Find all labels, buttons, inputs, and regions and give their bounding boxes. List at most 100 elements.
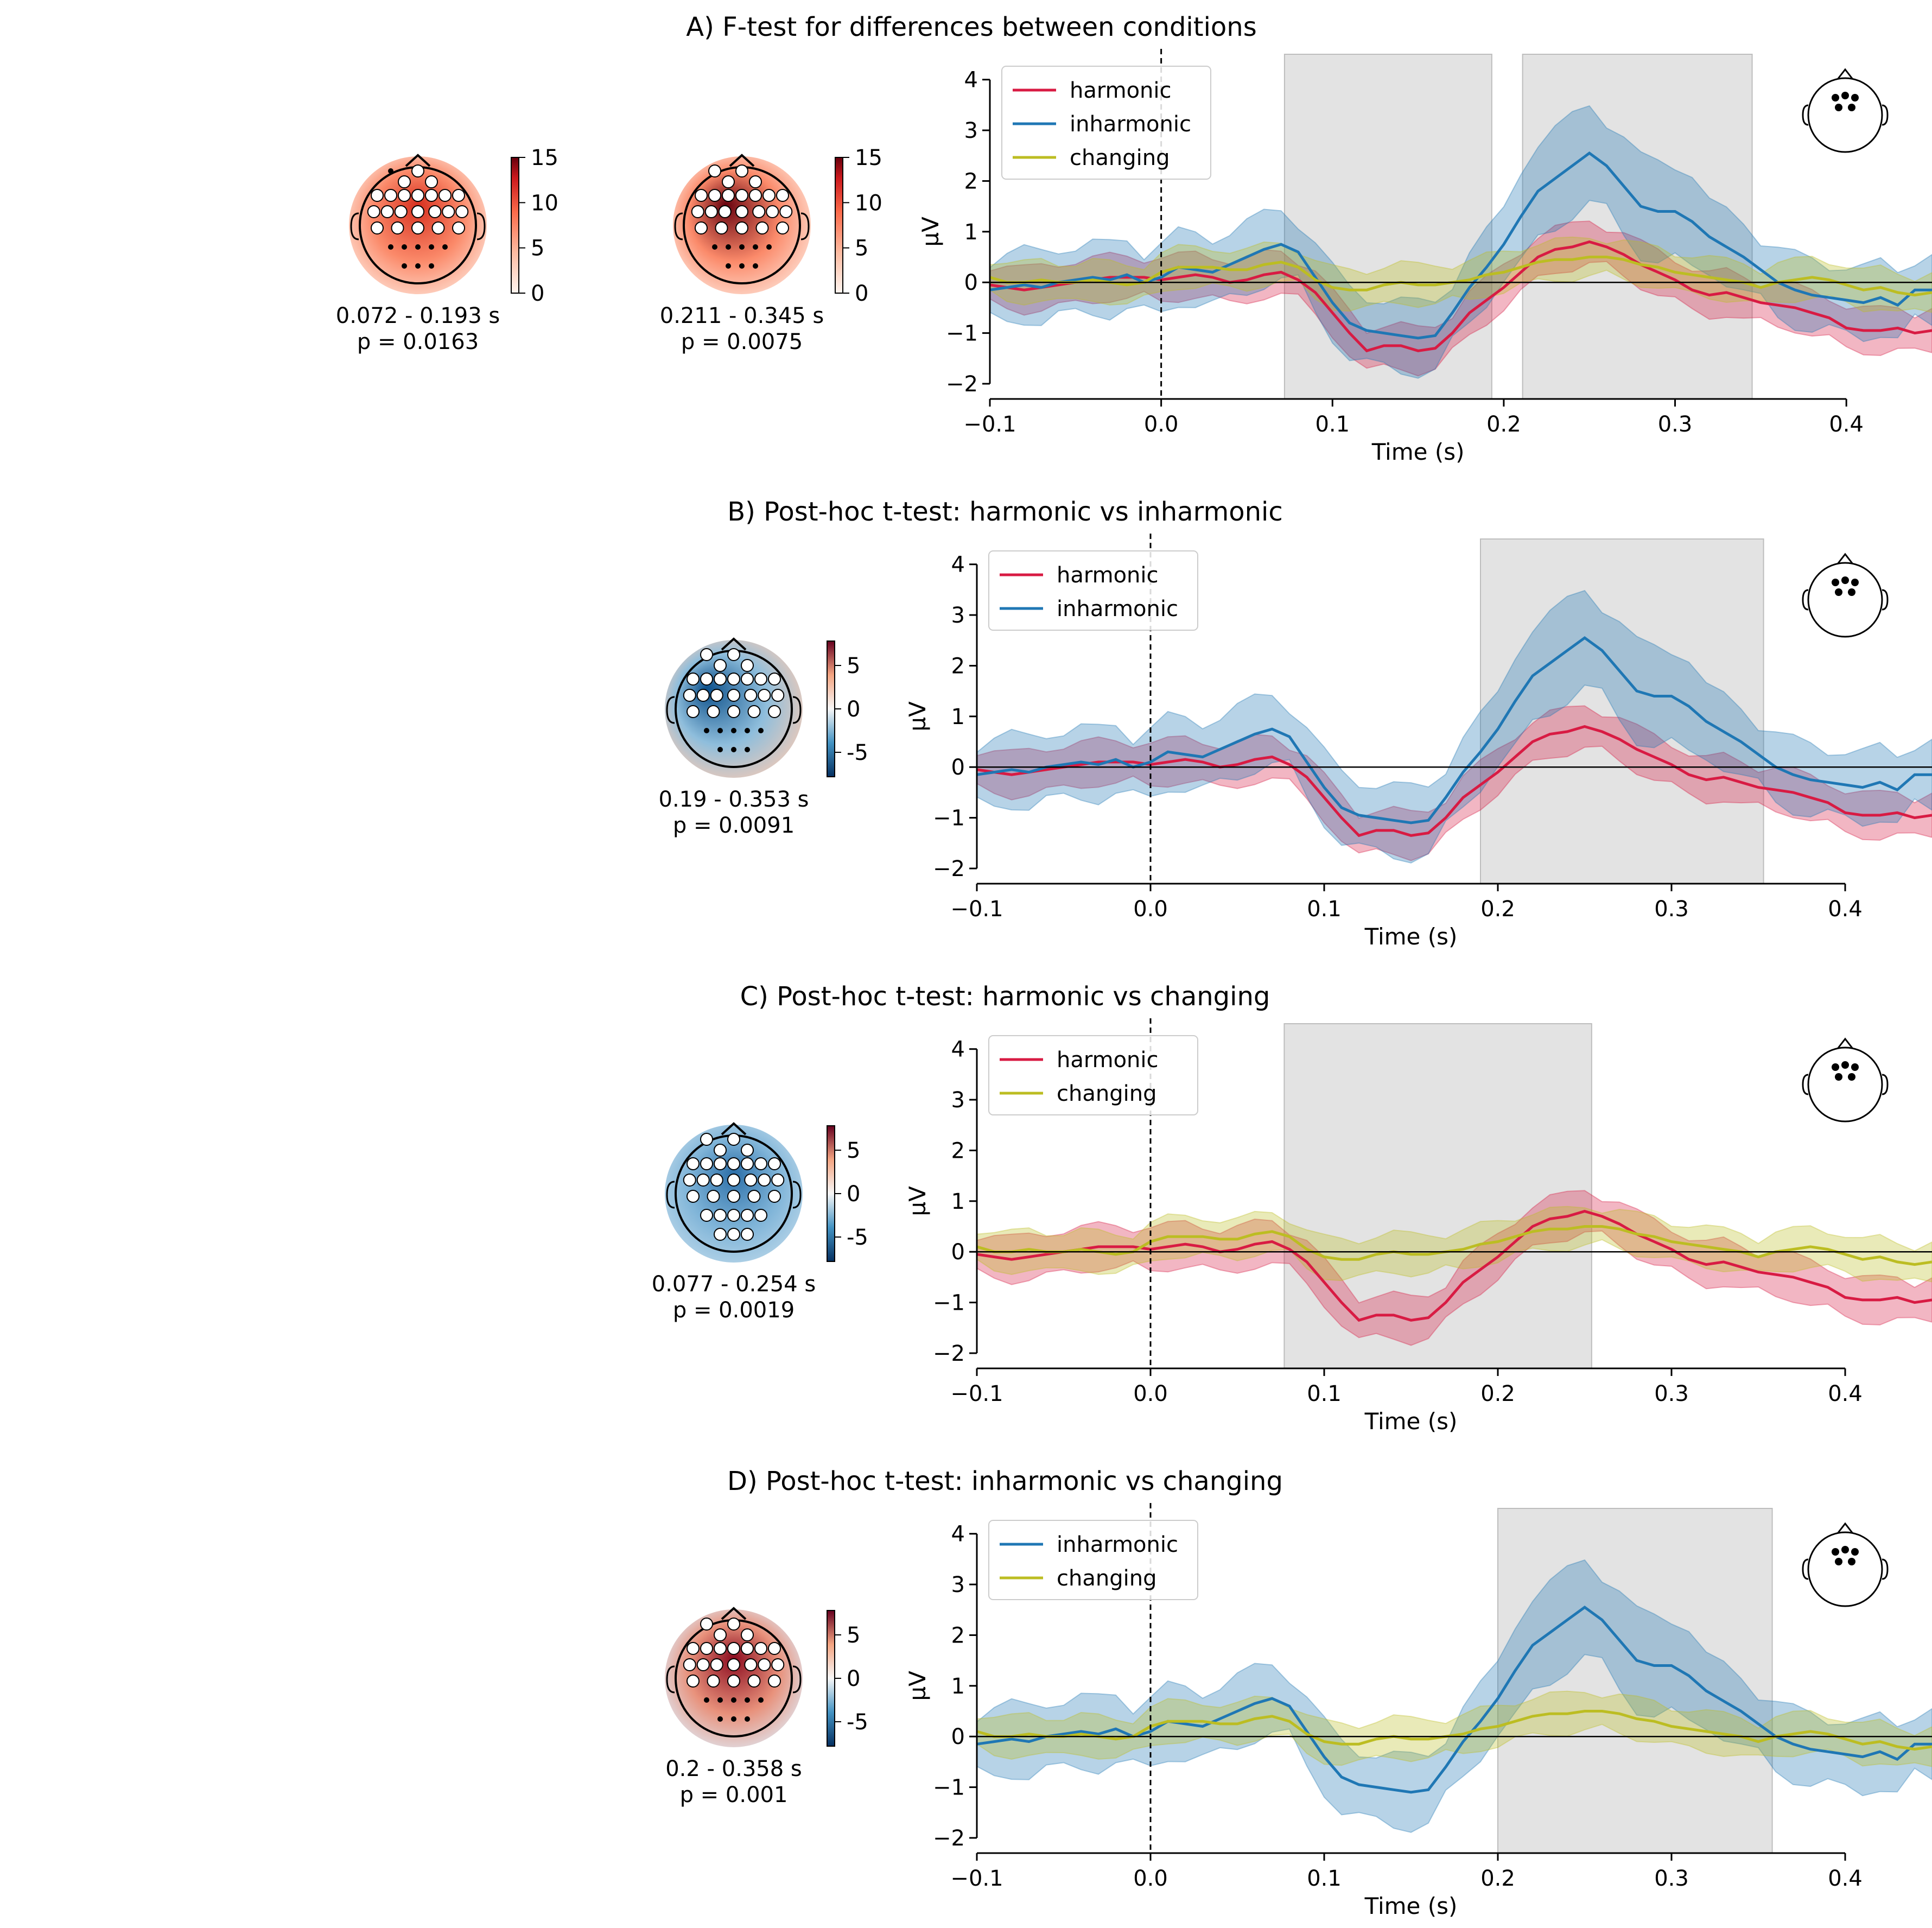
electrode (708, 164, 721, 177)
series-line-inharmonic (976, 636, 1932, 825)
electrode (731, 747, 736, 752)
y-axis-label: µV (904, 701, 931, 732)
y-tick-label: −1 (933, 806, 965, 831)
y-tick-label: 0 (964, 270, 978, 295)
y-tick-label: 4 (951, 553, 965, 578)
cluster-span (1480, 538, 1764, 884)
topomap-time-window: 0.2 - 0.358 s (665, 1756, 802, 1781)
electrode (717, 1697, 723, 1703)
y-tick-label: −1 (933, 1775, 965, 1800)
electrode (758, 689, 771, 702)
topomap-p-value: p = 0.0091 (673, 813, 795, 838)
electrode (722, 189, 735, 202)
electrode (727, 1174, 740, 1187)
y-tick-label: 1 (951, 1189, 965, 1214)
panel-d: D) Post-hoc t-test: inharmonic vs changi… (665, 1466, 1932, 1919)
electrode (739, 244, 745, 250)
y-tick-label: −2 (946, 372, 978, 397)
electrode (411, 221, 424, 234)
electrode (710, 1174, 723, 1187)
electrode (714, 1144, 727, 1157)
error-band-changing (976, 1206, 1932, 1283)
ear-left (666, 1665, 675, 1694)
series-line-changing (989, 256, 1932, 297)
electrode (747, 705, 761, 718)
series-line-harmonic (976, 1209, 1932, 1322)
electrode (735, 164, 748, 177)
colorbar-tick-label: -5 (847, 1710, 868, 1735)
electrode (741, 1642, 754, 1655)
electrode (749, 175, 762, 188)
electrode (411, 164, 424, 177)
topomap-p-value: p = 0.0163 (357, 329, 479, 354)
y-tick-label: 3 (951, 1572, 965, 1597)
electrode (714, 1228, 727, 1241)
sensor-dot (1841, 1061, 1849, 1069)
legend-box (988, 1520, 1198, 1600)
electrode (731, 1697, 736, 1703)
electrode (442, 244, 448, 250)
electrode (696, 1658, 710, 1671)
electrode (691, 205, 704, 218)
sensor-dot (1851, 1548, 1859, 1556)
electrode (687, 1190, 700, 1203)
sensor-head-icon (1802, 1037, 1889, 1122)
ear-left (350, 212, 359, 240)
legend-label: changing (1057, 1081, 1156, 1106)
legend-label: inharmonic (1057, 597, 1178, 621)
x-tick-label: 0.2 (1486, 412, 1521, 437)
y-tick-label: 2 (964, 169, 978, 194)
electrode (768, 1190, 781, 1203)
x-tick-label: 0.2 (1480, 1381, 1515, 1406)
colorbar-tick-label: 0 (531, 281, 544, 306)
sensor-dot (1848, 588, 1855, 596)
series-line-changing (976, 1225, 1932, 1266)
x-tick-label: 0.4 (1828, 1866, 1863, 1891)
topomap: 15 10 5 0 0.211 - 0.345 sp = 0.0075 (660, 145, 882, 354)
electrode (726, 263, 731, 269)
electrode (687, 673, 700, 686)
electrode (388, 168, 393, 174)
electrode (762, 189, 776, 202)
x-tick-label: 0.0 (1133, 1866, 1168, 1891)
colorbar-tick-label: 15 (855, 145, 882, 170)
y-tick-label: 3 (951, 603, 965, 628)
electrode (687, 1157, 700, 1170)
electrode (384, 189, 397, 202)
colorbar (835, 157, 843, 294)
electrode (695, 221, 708, 234)
electrode (727, 1190, 740, 1203)
ear-right (792, 696, 802, 724)
electrode (727, 1209, 740, 1222)
electrode (707, 705, 720, 718)
electrode (425, 189, 438, 202)
y-tick-label: −2 (933, 1341, 965, 1366)
electrode (722, 175, 735, 188)
electrode (735, 221, 748, 234)
ear-right (792, 1665, 802, 1694)
electrode (741, 1209, 754, 1222)
electrode (776, 221, 789, 234)
electrode (727, 1133, 740, 1146)
y-tick-label: 3 (951, 1088, 965, 1113)
electrode (747, 1675, 761, 1688)
x-tick-label: 0.3 (1654, 1381, 1689, 1406)
electrode (755, 221, 769, 234)
electrode (683, 1174, 696, 1187)
sensor-dot (1832, 1548, 1839, 1556)
legend-box (988, 550, 1198, 631)
electrode (741, 1228, 754, 1241)
electrode (704, 205, 718, 218)
electrode (717, 728, 723, 733)
x-axis-label: Time (s) (1364, 923, 1458, 950)
electrode (371, 221, 384, 234)
electrode (442, 205, 455, 218)
colorbar-tick-label: 5 (855, 236, 868, 261)
ear-left (666, 696, 675, 724)
x-tick-label: 0.4 (1828, 1381, 1863, 1406)
y-tick-label: 2 (951, 1138, 965, 1163)
electrode (744, 1174, 758, 1187)
ear-left (666, 1181, 675, 1209)
y-tick-label: −2 (933, 857, 965, 881)
y-axis-label: µV (917, 217, 944, 247)
